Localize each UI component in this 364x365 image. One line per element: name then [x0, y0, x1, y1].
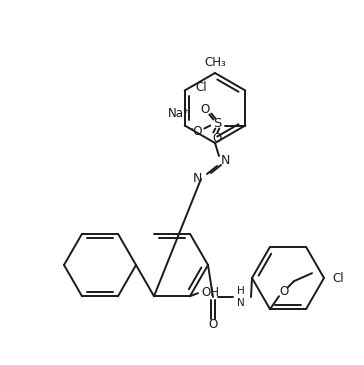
Text: O: O	[201, 103, 210, 116]
Text: OH: OH	[201, 286, 219, 299]
Text: O: O	[208, 319, 218, 331]
Text: N: N	[192, 173, 202, 185]
Text: Cl: Cl	[332, 272, 344, 284]
Text: CH₃: CH₃	[204, 57, 226, 69]
Text: O: O	[213, 132, 222, 145]
Text: S: S	[213, 117, 222, 130]
Text: H
N: H N	[237, 286, 245, 308]
Text: ⁻O: ⁻O	[187, 125, 203, 138]
Text: Cl: Cl	[195, 81, 206, 94]
Text: Na⁺: Na⁺	[168, 107, 190, 120]
Text: O: O	[280, 285, 289, 298]
Text: N: N	[220, 154, 230, 168]
